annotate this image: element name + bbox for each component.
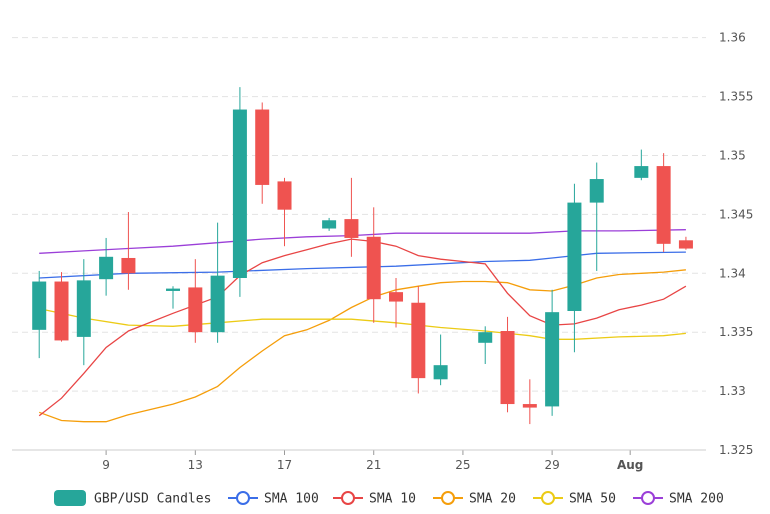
candle-body <box>589 179 604 203</box>
candle-body <box>188 287 203 333</box>
x-tick-label: 17 <box>277 458 292 472</box>
legend-item-sma50[interactable]: SMA 50 <box>533 491 616 507</box>
candle-body <box>54 281 69 341</box>
x-tick-label: 9 <box>102 458 110 472</box>
x-tick-label: 21 <box>366 458 381 472</box>
candle-body <box>567 202 582 311</box>
candle[interactable] <box>366 207 381 323</box>
candle-body <box>277 181 292 210</box>
y-tick-label: 1.345 <box>719 207 753 221</box>
candle-body <box>656 166 671 244</box>
legend-label: GBP/USD Candles <box>94 492 211 507</box>
legend-item-sma20[interactable]: SMA 20 <box>433 491 516 507</box>
candle-body <box>411 302 426 379</box>
legend-item-candles[interactable]: GBP/USD Candles <box>54 490 211 507</box>
y-tick-label: 1.355 <box>719 90 753 104</box>
sma50-line <box>39 307 686 340</box>
sma-lines <box>38 229 687 423</box>
candle[interactable] <box>121 212 136 290</box>
candles <box>32 87 693 425</box>
candle-body <box>522 404 537 408</box>
candle-body <box>322 220 337 229</box>
candle-body <box>389 292 404 302</box>
y-tick-label: 1.33 <box>719 384 746 398</box>
legend-label: SMA 100 <box>264 492 319 507</box>
candle[interactable] <box>500 316 515 413</box>
candle-body <box>366 236 381 300</box>
legend-swatch-circle <box>441 491 455 505</box>
candle-body <box>344 219 359 238</box>
candle-body <box>76 280 91 337</box>
candle-body <box>166 288 181 291</box>
candle[interactable] <box>76 259 91 366</box>
axes: 1.36 1.355 1.35 1.345 1.34 1.335 1.33 1.325 9 13 1… <box>12 31 753 472</box>
candle[interactable] <box>411 286 426 394</box>
candle[interactable] <box>210 222 225 343</box>
x-tick-label: 25 <box>455 458 470 472</box>
candle[interactable] <box>32 270 47 359</box>
candle-body <box>433 365 448 380</box>
sma200-line <box>39 229 686 254</box>
candle-body <box>255 109 270 185</box>
candle[interactable] <box>277 177 292 247</box>
x-tick-label: 29 <box>544 458 559 472</box>
candle[interactable] <box>656 153 671 253</box>
legend-swatch-circle <box>236 491 250 505</box>
legend-swatch-circle <box>641 491 655 505</box>
y-tick-label: 1.34 <box>719 266 746 280</box>
candle-body <box>500 331 515 405</box>
legend-label: SMA 10 <box>369 492 416 507</box>
candle-body <box>121 257 136 274</box>
candle-body <box>478 332 493 343</box>
legend-label: SMA 50 <box>569 492 616 507</box>
legend-swatch-candles <box>54 490 86 506</box>
candle[interactable] <box>545 289 560 416</box>
legend-item-sma10[interactable]: SMA 10 <box>333 491 416 507</box>
candle[interactable] <box>188 259 203 343</box>
legend-label: SMA 200 <box>669 492 724 507</box>
candle[interactable] <box>634 149 649 181</box>
candle[interactable] <box>344 177 359 257</box>
candle[interactable] <box>99 237 114 296</box>
candle[interactable] <box>433 334 448 386</box>
legend-item-sma100[interactable]: SMA 100 <box>228 491 319 507</box>
candle[interactable] <box>478 326 493 364</box>
x-tick-label: Aug <box>617 458 643 472</box>
y-tick-label: 1.36 <box>719 31 746 45</box>
candle[interactable] <box>567 183 582 353</box>
candle[interactable] <box>389 278 404 328</box>
candle[interactable] <box>522 379 537 425</box>
legend-swatch-circle <box>341 491 355 505</box>
candle-body <box>634 166 649 178</box>
candle-body <box>678 240 693 249</box>
candle[interactable] <box>166 286 181 309</box>
grid-lines <box>12 37 706 451</box>
candle[interactable] <box>232 87 247 297</box>
candle[interactable] <box>678 236 693 250</box>
y-tick-label: 1.335 <box>719 325 753 339</box>
legend-swatch-circle <box>541 491 555 505</box>
candle[interactable] <box>322 217 337 231</box>
candle[interactable] <box>255 102 270 204</box>
candle[interactable] <box>589 162 604 271</box>
legend-label: SMA 20 <box>469 492 516 507</box>
legend: GBP/USD Candles SMA 100 SMA 10 SMA 20 SMA 50… <box>54 490 724 507</box>
y-tick-label: 1.325 <box>719 443 753 457</box>
candle-body <box>545 312 560 407</box>
legend-item-sma200[interactable]: SMA 200 <box>633 491 724 507</box>
sma20-line <box>38 269 686 423</box>
candle-body <box>232 109 247 279</box>
candle-body <box>32 281 47 330</box>
candle-body <box>99 256 114 280</box>
y-tick-label: 1.35 <box>719 148 746 162</box>
x-tick-label: 13 <box>188 458 203 472</box>
candle-body <box>210 275 225 333</box>
sma100-line <box>39 251 686 279</box>
candle[interactable] <box>54 272 69 342</box>
sma10-line <box>38 238 687 417</box>
